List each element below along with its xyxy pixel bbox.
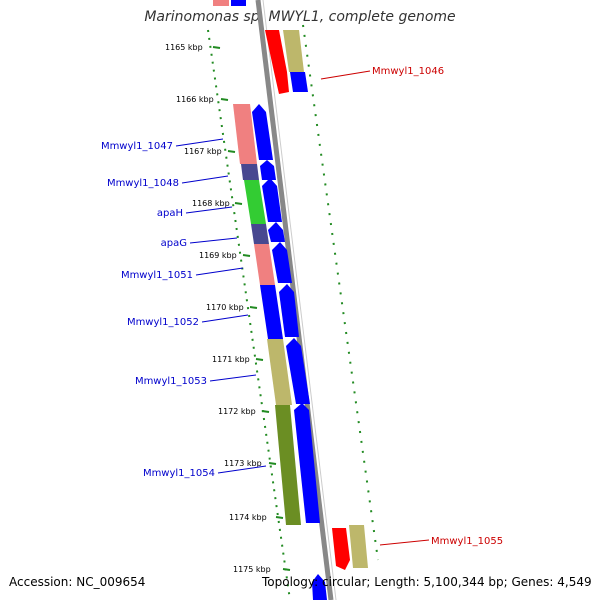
tick-label: 1171 kbp <box>212 355 250 364</box>
map-title: Marinomonas sp. MWYL1, complete genome <box>144 9 456 25</box>
gene-label[interactable]: Mmwyl1_1047 <box>101 141 173 152</box>
tick-label: 1172 kbp <box>218 407 256 416</box>
gene-arrow-apag[interactable] <box>268 222 285 242</box>
tick-label: 1173 kbp <box>224 459 262 468</box>
func-block-top <box>213 0 229 6</box>
tick-label: 1166 kbp <box>176 95 214 104</box>
func-block-1053 <box>267 339 292 405</box>
gene-arrow-mmwyl1-1054[interactable] <box>294 403 320 523</box>
func-block-1048 <box>241 164 259 180</box>
gene-arrow-apah[interactable] <box>262 178 282 222</box>
tick-mark <box>268 462 277 465</box>
gene-arrow-mmwyl1-1047[interactable] <box>252 104 273 160</box>
tick-label: 1168 kbp <box>192 199 230 208</box>
gene-arrow-mmwyl1-1052[interactable] <box>279 284 299 337</box>
gene-label[interactable]: Mmwyl1_1055 <box>431 536 503 547</box>
feature-track <box>213 0 368 600</box>
tick-label: 1170 kbp <box>206 303 244 312</box>
cds-block-1052 <box>260 285 283 339</box>
gene-arrow-mmwyl1-1046[interactable] <box>265 30 289 94</box>
accession-text: Accession: NC_009654 <box>9 575 146 589</box>
gene-label[interactable]: Mmwyl1_1051 <box>121 270 193 281</box>
func-block-apag <box>251 224 269 244</box>
tick-label: 1165 kbp <box>165 43 203 52</box>
gene-label[interactable]: apaH <box>157 208 183 219</box>
func-block-1047 <box>233 104 257 164</box>
cds-bottom-partial <box>312 574 327 600</box>
gene-label[interactable]: Mmwyl1_1048 <box>107 178 179 189</box>
tick-mark <box>227 150 236 153</box>
tick-mark <box>249 306 258 309</box>
tick-mark <box>234 202 243 205</box>
label-leader-line <box>195 267 244 276</box>
label-leader-line <box>217 465 267 474</box>
tick-mark <box>220 98 229 101</box>
func-block-apah <box>244 180 266 224</box>
tick-mark <box>242 254 251 257</box>
gene-arrow-mmwyl1-1048[interactable] <box>260 160 276 180</box>
label-leader-line <box>185 206 233 214</box>
cds-block-1046b <box>290 72 308 92</box>
label-leader-line <box>175 138 224 147</box>
label-leader-line <box>320 70 371 80</box>
tick-mark <box>255 358 264 361</box>
gene-label[interactable]: Mmwyl1_1052 <box>127 317 199 328</box>
label-leader-line <box>209 374 257 382</box>
ruler-ticks <box>212 46 291 571</box>
gene-arrow-mmwyl1-1051[interactable] <box>272 242 292 283</box>
tick-label: 1169 kbp <box>199 251 237 260</box>
func-block-1051 <box>254 244 275 285</box>
tick-label: 1167 kbp <box>184 147 222 156</box>
summary-text: Topology: circular; Length: 5,100,344 bp… <box>262 575 592 589</box>
cds-top-partial <box>231 0 246 6</box>
gene-arrow-mmwyl1-1055[interactable] <box>332 528 350 570</box>
gene-label[interactable]: Mmwyl1_1053 <box>135 376 207 387</box>
tick-label: 1174 kbp <box>229 513 267 522</box>
label-leader-line <box>379 539 430 546</box>
label-leader-line <box>201 314 249 323</box>
outer-ruler <box>302 24 379 561</box>
tick-mark <box>282 568 291 571</box>
gene-label[interactable]: Mmwyl1_1046 <box>372 66 444 77</box>
ruler-tick-labels: 1165 kbp 1166 kbp 1167 kbp 1168 kbp 1169 kbp… <box>165 43 271 574</box>
gene-label[interactable]: apaG <box>161 238 187 249</box>
gene-arrow-mmwyl1-1053[interactable] <box>286 338 310 404</box>
tick-label: 1175 kbp <box>233 565 271 574</box>
gene-labels: Mmwyl1_1046 Mmwyl1_1047 Mmwyl1_1048 apaH apa… <box>101 66 503 547</box>
label-leader-line <box>181 175 229 184</box>
tick-mark <box>261 410 270 413</box>
func-block-1055 <box>349 525 368 568</box>
tick-mark <box>212 46 221 49</box>
gene-label[interactable]: Mmwyl1_1054 <box>143 468 215 479</box>
label-leader-line <box>189 237 238 244</box>
func-block-1046 <box>283 30 304 72</box>
func-block-1054 <box>275 405 301 525</box>
tick-mark <box>275 516 284 519</box>
